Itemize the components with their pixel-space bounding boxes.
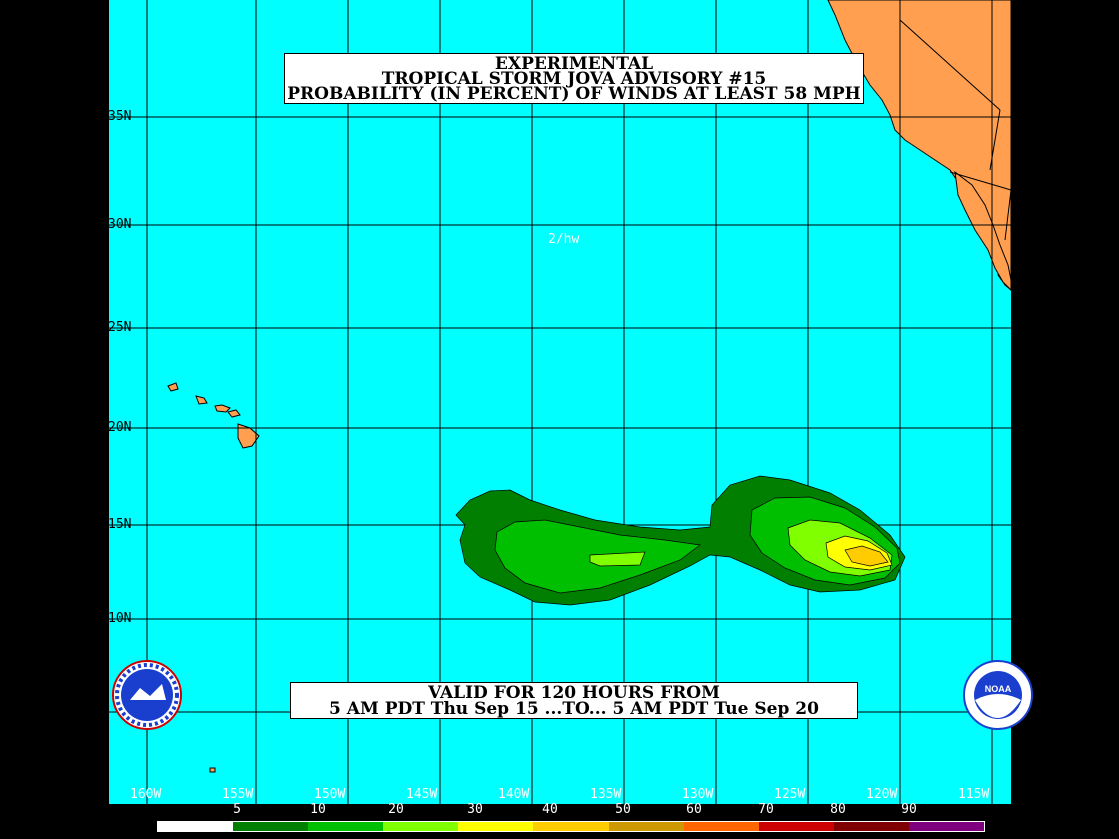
baja-peninsula bbox=[954, 170, 1012, 292]
lat-lon-grid bbox=[109, 0, 1011, 804]
valid-time-box: VALID FOR 120 HOURS FROM 5 AM PDT Thu Se… bbox=[290, 682, 858, 719]
legend-swatch-1 bbox=[233, 822, 309, 831]
legend-value-5: 5 bbox=[233, 802, 241, 817]
lat-label-10n: 10N bbox=[108, 611, 132, 626]
state-borders bbox=[899, 19, 1012, 241]
lon-label-150w: 150W bbox=[314, 787, 346, 802]
valid-line-2: 5 AM PDT Thu Sep 15 ...TO... 5 AM PDT Tu… bbox=[329, 699, 819, 719]
lon-label-120w: 120W bbox=[866, 787, 898, 802]
title-line-1: EXPERIMENTAL bbox=[494, 54, 654, 74]
legend-swatch-10 bbox=[908, 822, 985, 831]
legend-swatch-3 bbox=[383, 822, 459, 831]
lat-label-35n: 35N bbox=[108, 109, 132, 124]
legend-value-20: 20 bbox=[388, 802, 404, 817]
contour-40-50 bbox=[844, 545, 889, 567]
lon-label-130w: 130W bbox=[682, 787, 714, 802]
legend-color-bar bbox=[157, 821, 985, 832]
noaa-logo: NOAA bbox=[963, 660, 1033, 730]
lon-label-115w: 115W bbox=[958, 787, 990, 802]
lat-label-30n: 30N bbox=[108, 217, 132, 232]
legend-value-70: 70 bbox=[758, 802, 774, 817]
legend-value-90: 90 bbox=[901, 802, 917, 817]
lat-label-20n: 20N bbox=[108, 420, 132, 435]
national-weather-service-logo bbox=[112, 660, 182, 730]
svg-text:NOAA: NOAA bbox=[985, 684, 1012, 694]
valid-line-1: VALID FOR 120 HOURS FROM bbox=[428, 683, 720, 703]
legend-swatch-8 bbox=[758, 822, 834, 831]
contour-20-30 bbox=[589, 551, 646, 567]
legend-value-40: 40 bbox=[542, 802, 558, 817]
title-line-2: TROPICAL STORM JOVA ADVISORY #15 bbox=[381, 69, 767, 89]
lon-label-135w: 135W bbox=[590, 787, 622, 802]
title-box: EXPERIMENTAL TROPICAL STORM JOVA ADVISOR… bbox=[284, 53, 864, 104]
lon-label-155w: 155W bbox=[222, 787, 254, 802]
legend-swatch-9 bbox=[833, 822, 909, 831]
legend-value-10: 10 bbox=[310, 802, 326, 817]
lat-label-15n: 15N bbox=[108, 517, 132, 532]
legend-swatch-5 bbox=[533, 822, 609, 831]
title-line-3: PROBABILITY (IN PERCENT) OF WINDS AT LEA… bbox=[287, 84, 861, 104]
legend-value-80: 80 bbox=[830, 802, 846, 817]
legend-value-50: 50 bbox=[615, 802, 631, 817]
lon-label-160w: 160W bbox=[130, 787, 162, 802]
legend-swatch-4 bbox=[458, 822, 534, 831]
lon-label-145w: 145W bbox=[406, 787, 438, 802]
legend-swatch-6 bbox=[608, 822, 684, 831]
hawaiian-islands bbox=[167, 382, 260, 773]
probability-contours bbox=[455, 475, 906, 606]
credit-text: 2/hw bbox=[548, 232, 580, 247]
lat-label-25n: 25N bbox=[108, 320, 132, 335]
legend-value-30: 30 bbox=[467, 802, 483, 817]
legend-swatch-7 bbox=[683, 822, 759, 831]
lon-label-125w: 125W bbox=[774, 787, 806, 802]
legend-value-60: 60 bbox=[686, 802, 702, 817]
legend-swatch-0 bbox=[158, 822, 234, 831]
legend-swatch-2 bbox=[308, 822, 384, 831]
ocean bbox=[109, 0, 1011, 804]
lon-label-140w: 140W bbox=[498, 787, 530, 802]
